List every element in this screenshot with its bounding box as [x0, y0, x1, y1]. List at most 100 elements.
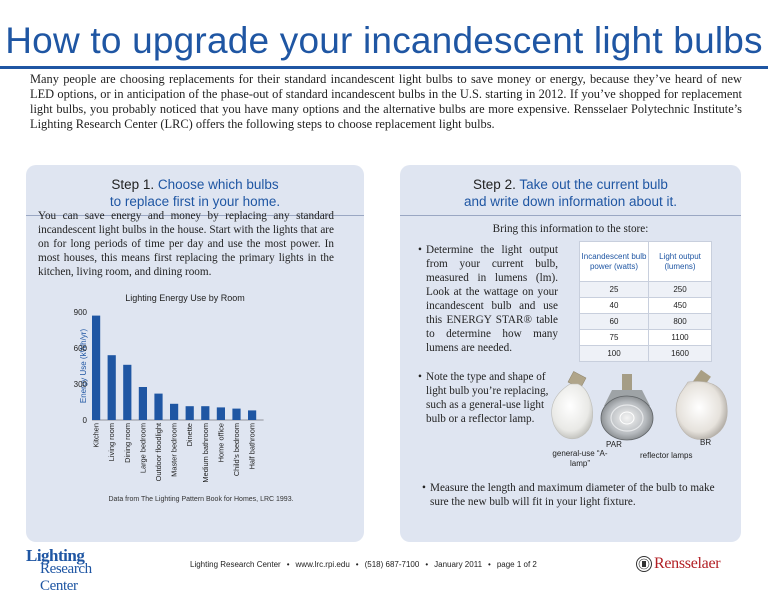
chart-bar [92, 315, 101, 420]
chart-title: Lighting Energy Use by Room [125, 293, 245, 303]
bulb-label-par: PAR [606, 440, 622, 449]
table-cell-lumens: 1100 [648, 329, 712, 346]
chart-bar [123, 364, 132, 420]
table-row: 60 800 [579, 313, 712, 330]
step1-heading-line2: to replace first in your home. [109, 194, 281, 209]
footer-info: Lighting Research Center • www.lrc.rpi.edu… [190, 560, 580, 569]
step1-divider [26, 215, 364, 216]
step1-heading: Step 1. Choose which bulbs to replace fi… [26, 176, 364, 210]
bullet-marker: • [418, 244, 422, 256]
table-row: 25 250 [579, 281, 712, 298]
table-cell-lumens: 450 [648, 297, 712, 314]
chart-bar [107, 355, 116, 420]
wattage-lumens-table: Incandescent bulb power (watts) Light ou… [579, 241, 712, 362]
lrc-logo-line2: Research Center [40, 561, 92, 594]
footer-separator: • [286, 560, 290, 569]
chart-category-label: Dining room [123, 423, 132, 463]
footer-separator: • [355, 560, 359, 569]
step1-panel: Step 1. Choose which bulbs to replace fi… [26, 165, 364, 542]
bulb-label-general-use: general-use “A-lamp” [552, 449, 608, 468]
step2-label: Step 2. [473, 177, 516, 192]
table-cell-watts: 75 [579, 329, 649, 346]
chart-category-label: Half bathroom [248, 423, 257, 469]
table-cell-watts: 60 [579, 313, 649, 330]
chart-y-tick-label: 900 [74, 308, 88, 317]
bullet-measure-bulb: • Measure the length and maximum diamete… [422, 481, 720, 509]
table-row: 100 1600 [579, 345, 712, 362]
table-cell-watts: 100 [579, 345, 649, 362]
energy-use-chart: Lighting Energy Use by Room Energy Use (… [74, 293, 264, 483]
chart-category-label: Kitchen [92, 423, 101, 448]
chart-bar [201, 406, 210, 420]
chart-bar [216, 407, 225, 420]
bullet-bulb-type-text: Note the type and shape of light bulb yo… [426, 371, 549, 425]
rensselaer-seal-icon [636, 556, 652, 572]
lrc-logo: Lighting Research Center [26, 546, 126, 595]
step2-heading-line2: and write down information about it. [463, 194, 678, 209]
bullet-bulb-type: • Note the type and shape of light bulb … [418, 370, 554, 426]
bullet-marker: • [418, 371, 422, 383]
step2-heading: Step 2. Take out the current bulb and wr… [400, 176, 741, 210]
table-header-row: Incandescent bulb power (watts) Light ou… [579, 241, 712, 282]
chart-category-label: Master bedroom [170, 423, 179, 477]
bullet-marker: • [422, 482, 426, 494]
step1-label: Step 1. [111, 177, 155, 192]
bulb-label-reflector: reflector lamps [640, 451, 693, 460]
table-cell-watts: 25 [579, 281, 649, 298]
br-bulb-icon [675, 370, 728, 440]
chart-source-note: Data from The Lighting Pattern Book for … [108, 496, 294, 503]
chart-bar [232, 408, 241, 420]
bullet-light-output: • Determine the light output from your c… [418, 243, 558, 355]
step2-heading-line1: Take out the current bulb [519, 177, 668, 192]
bulb-label-br: BR [700, 438, 712, 447]
title-divider [0, 66, 768, 69]
chart-bar [248, 410, 257, 420]
footer-phone: (518) 687-7100 [364, 560, 420, 569]
table-cell-watts: 40 [579, 297, 649, 314]
step2-divider [400, 215, 741, 216]
bullet-measure-bulb-text: Measure the length and maximum diameter … [430, 482, 715, 508]
footer-date: January 2011 [434, 560, 483, 569]
chart-y-axis-label: Energy Use (kWh/yr) [79, 329, 88, 404]
footer-separator: • [425, 560, 429, 569]
chart-category-label: Medium bathroom [201, 423, 210, 483]
chart-bar [154, 393, 163, 420]
step1-body: You can save energy and money by replaci… [38, 210, 334, 278]
a-lamp-bulb-icon [551, 371, 593, 439]
chart-category-label: Living room [107, 423, 116, 461]
chart-category-label: Child's bedroom [232, 423, 241, 476]
rensselaer-wordmark: Rensselaer [654, 555, 721, 572]
table-row: 40 450 [579, 297, 712, 314]
table-cell-lumens: 250 [648, 281, 712, 298]
lrc-logo-line1: Lighting [26, 546, 85, 565]
chart-category-labels: Kitchen Living room Dining room Large bedro… [92, 423, 257, 483]
chart-category-label: Dinette [185, 423, 194, 446]
chart-category-label: Outdoor floodlight [154, 423, 163, 481]
page-title: How to upgrade your incandescent light b… [5, 20, 763, 61]
chart-category-label: Large bedroom [138, 423, 147, 473]
par-bulb-icon [600, 374, 654, 441]
footer-org: Lighting Research Center [190, 560, 281, 569]
footer-url[interactable]: www.lrc.rpi.edu [295, 560, 350, 569]
step1-heading-line1: Choose which bulbs [157, 177, 279, 192]
chart-y-tick-label: 600 [74, 344, 88, 353]
intro-paragraph: Many people are choosing replacements fo… [30, 72, 742, 131]
table-header-watts: Incandescent bulb power (watts) [579, 241, 649, 282]
footer-separator: • [488, 560, 491, 569]
bullet-light-output-text: Determine the light output from your cur… [426, 244, 558, 354]
chart-bar [185, 406, 194, 420]
chart-y-ticks: 0 300 600 900 [74, 308, 88, 425]
table-cell-lumens: 800 [648, 313, 712, 330]
footer-page-number: page 1 of 2 [496, 560, 537, 569]
chart-bar [170, 403, 179, 420]
chart-y-tick-label: 0 [83, 416, 88, 425]
chart-category-label: Home office [216, 423, 225, 462]
table-header-lumens: Light output (lumens) [648, 241, 712, 282]
chart-y-tick-label: 300 [74, 380, 88, 389]
chart-bars [92, 315, 257, 420]
table-row: 75 1100 [579, 329, 712, 346]
bulb-illustrations [551, 370, 728, 441]
chart-bar [138, 387, 147, 420]
step2-lead: Bring this information to the store: [492, 223, 649, 235]
table-cell-lumens: 1600 [648, 345, 712, 362]
